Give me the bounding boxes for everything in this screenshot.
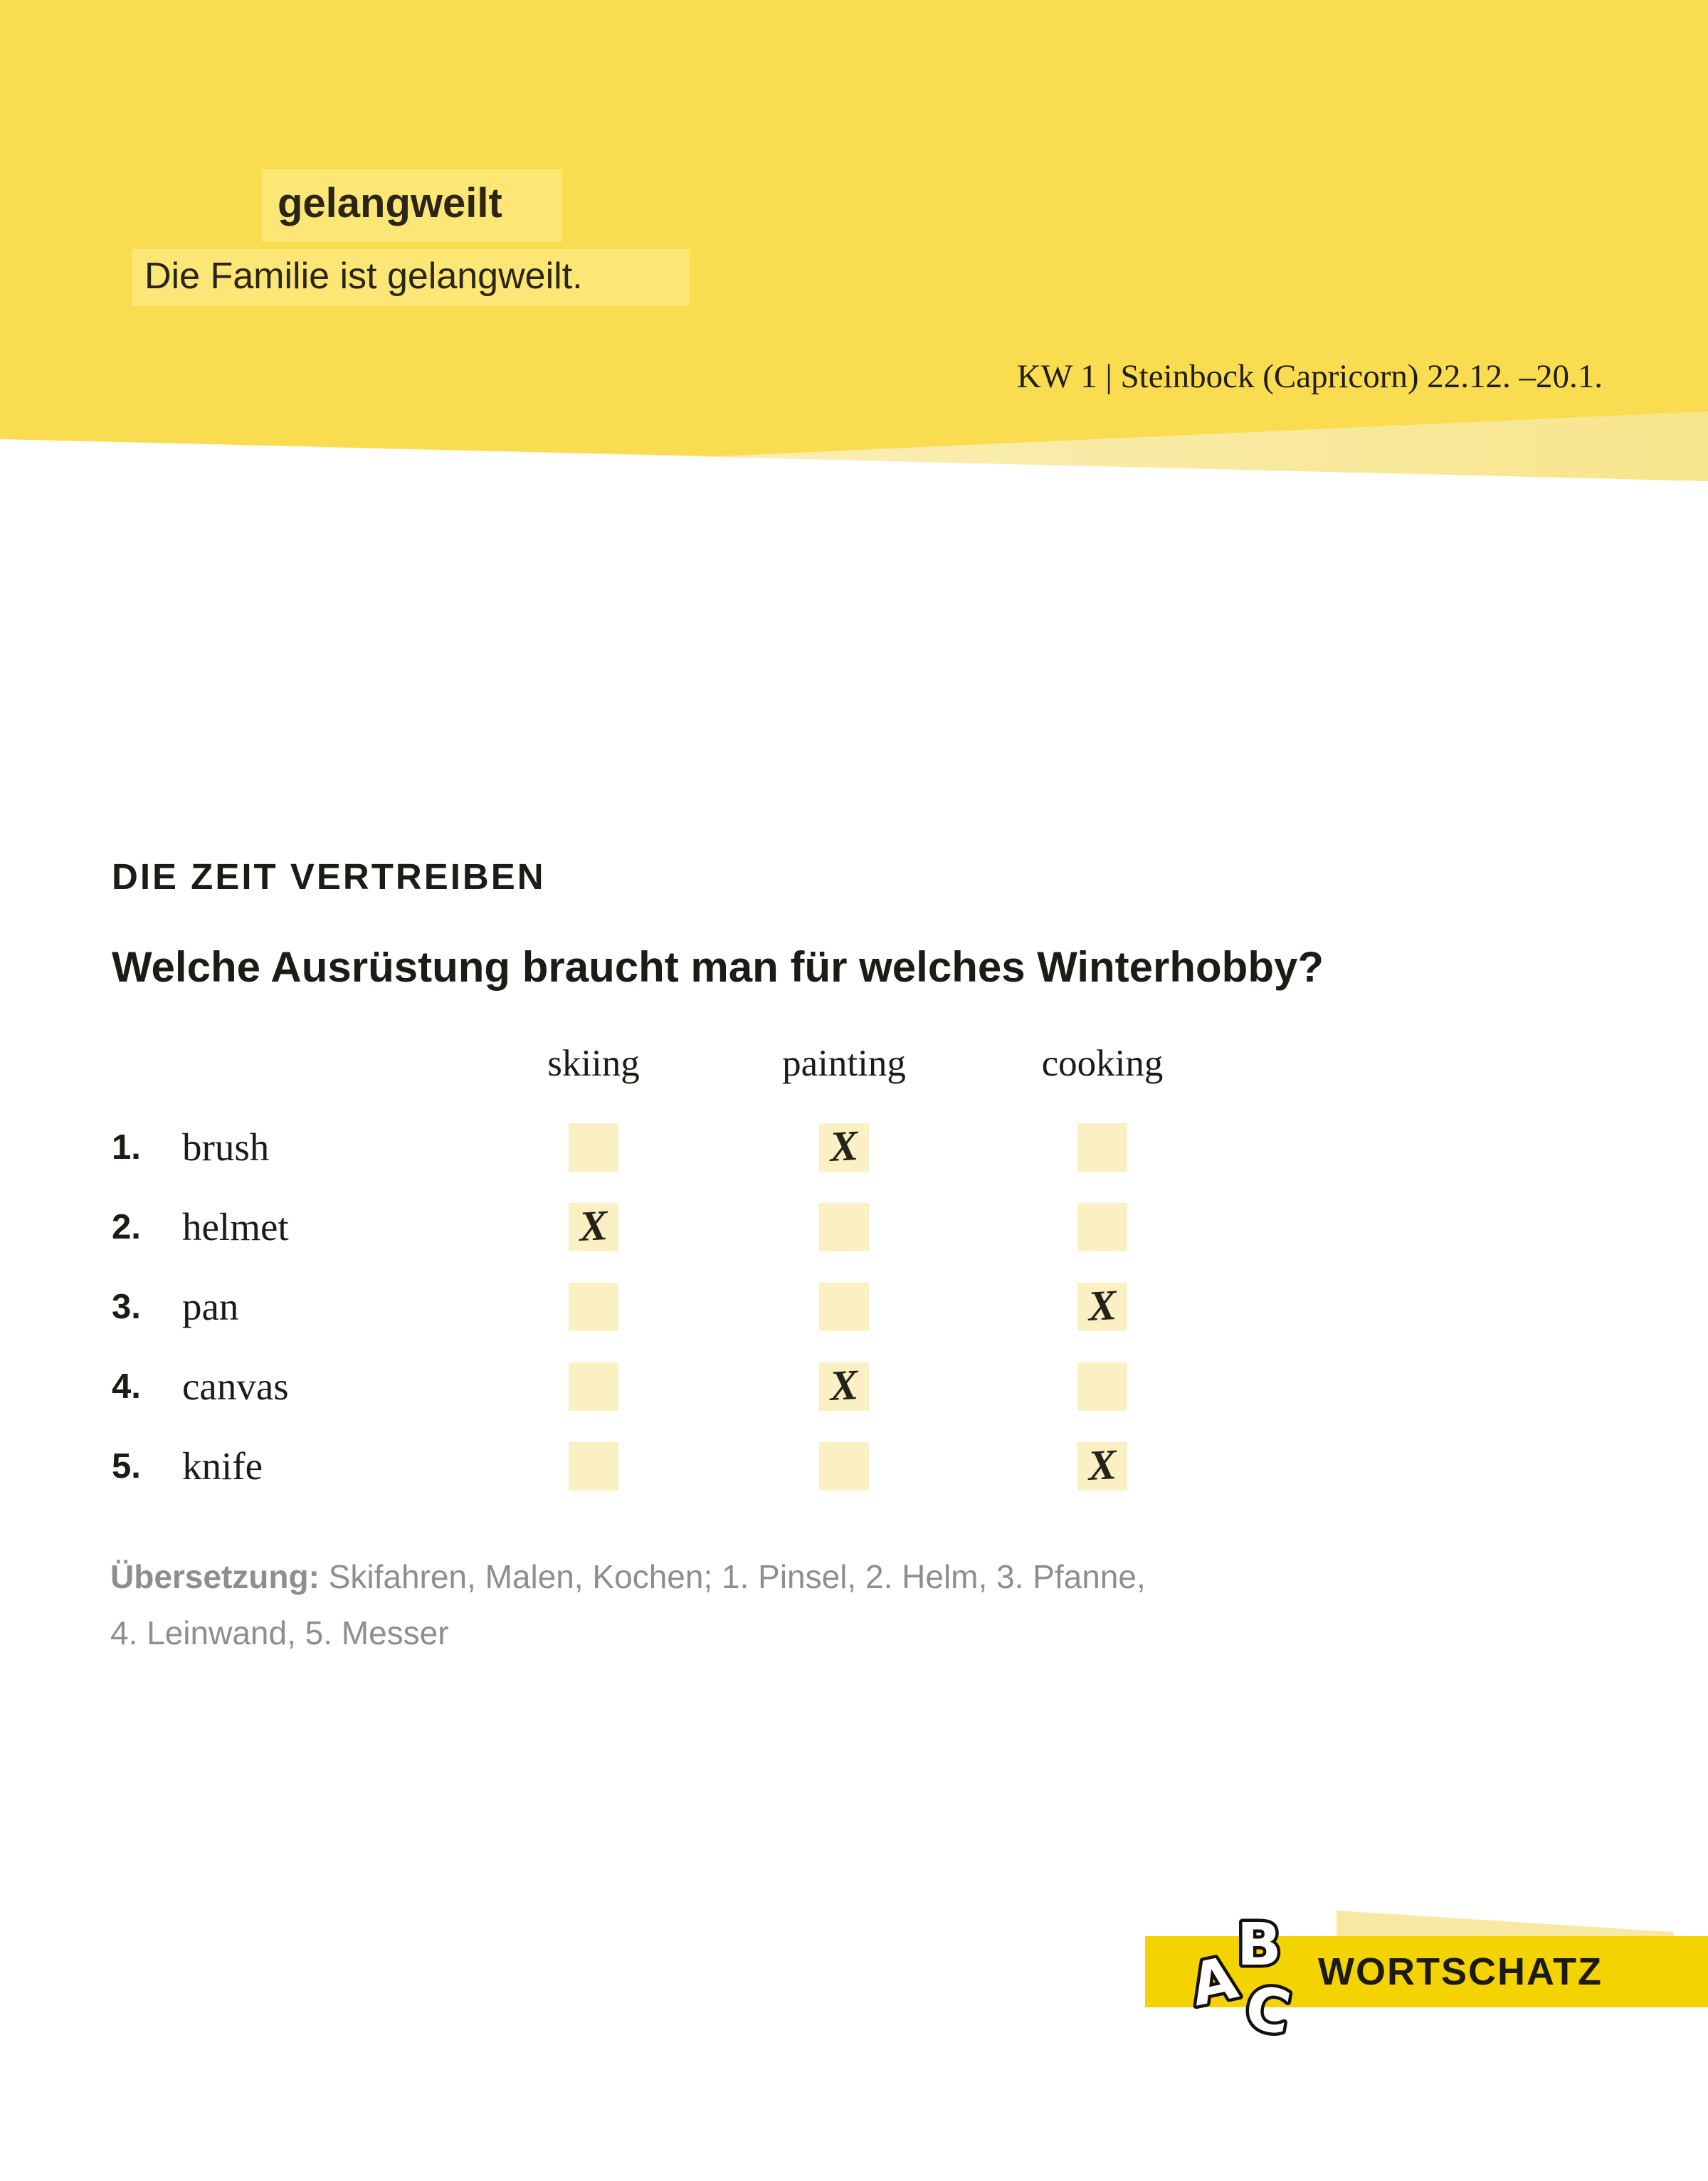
checkbox-cell-cooking: X [1077,1441,1127,1491]
x-mark [818,1202,870,1253]
row-item-label: knife [182,1444,263,1488]
banner-background [0,0,1708,456]
exercise-question: Welche Ausrüstung braucht man für welche… [112,943,1324,991]
column-header-painting: painting [782,1043,906,1084]
footer-pale-wedge [1337,1911,1674,1936]
x-mark [818,1281,870,1333]
footer-band [1145,1936,1708,2007]
row-number: 5. [112,1447,141,1486]
x-mark [1076,1361,1128,1412]
x-mark [567,1441,619,1492]
row-number: 2. [112,1208,141,1246]
checkbox-cell-skiing [569,1283,618,1331]
translation-label: Übersetzung: [110,1558,320,1595]
section-title: DIE ZEIT VERTREIBEN [112,856,546,897]
x-mark [818,1441,870,1492]
row-number: 4. [112,1367,141,1406]
table-row: 4. canvas X [0,1347,1708,1426]
translation-note: Übersetzung: Skifahren, Malen, Kochen; 1… [110,1549,1146,1661]
checkbox-cell-skiing [569,1123,618,1172]
x-mark: X [828,1361,860,1410]
checkbox-cell-painting [819,1442,869,1491]
word-of-week: gelangweilt [278,180,502,226]
x-mark: X [1087,1281,1118,1330]
logo-letter-c: C [1240,1972,1296,2041]
checkbox-cell-cooking [1077,1203,1127,1251]
abc-logo: A B C [1182,1908,1299,2042]
sentence-highlight [132,249,690,306]
x-mark [567,1361,619,1412]
translation-line-2: 4. Leinwand, 5. Messer [110,1614,449,1652]
brand-wortschatz: WORTSCHATZ [1318,1950,1603,1993]
checkbox-cell-skiing [569,1442,618,1491]
checkbox-cell-painting [819,1203,869,1251]
checkbox-cell-painting [819,1283,869,1331]
translation-line-1: Übersetzung: Skifahren, Malen, Kochen; 1… [110,1549,1146,1605]
word-highlight [262,169,562,242]
logo-letter-b: B [1237,1911,1282,1979]
checkbox-cell-skiing [569,1362,618,1411]
table-row: 1. brush X [0,1108,1708,1187]
table-row: 2. helmet X [0,1187,1708,1267]
column-header-skiing: skiing [547,1043,640,1084]
week-zodiac-line: KW 1 | Steinbock (Capricorn) 22.12. –20.… [1016,358,1603,395]
checkbox-cell-painting: X [819,1361,869,1411]
x-mark [1076,1122,1128,1173]
x-mark: X [578,1202,609,1251]
header-banner: gelangweilt Die Familie ist gelangweilt.… [0,0,1708,513]
checkbox-cell-cooking: X [1077,1281,1127,1331]
column-header-cooking: cooking [1041,1043,1164,1084]
x-mark: X [1087,1441,1118,1490]
table-row: 5. knife X [0,1426,1708,1506]
table-row: 3. pan X [0,1267,1708,1347]
row-item-label: canvas [182,1365,289,1408]
row-number: 1. [112,1128,141,1167]
x-mark [567,1122,619,1173]
checkbox-cell-painting: X [819,1122,869,1172]
row-item-label: helmet [182,1205,289,1249]
row-item-label: brush [182,1125,270,1169]
x-mark: X [828,1122,860,1171]
example-sentence: Die Familie ist gelangweilt. [144,256,583,297]
x-mark [1076,1202,1128,1253]
checkbox-cell-cooking [1077,1123,1127,1172]
checkbox-cell-cooking [1077,1362,1127,1411]
x-mark [567,1281,619,1333]
translation-text-1: Skifahren, Malen, Kochen; 1. Pinsel, 2. … [319,1558,1146,1595]
row-number: 3. [112,1288,141,1326]
logo-letter-a: A [1185,1944,1243,2019]
row-item-label: pan [182,1285,239,1328]
checkbox-cell-skiing: X [569,1202,618,1251]
